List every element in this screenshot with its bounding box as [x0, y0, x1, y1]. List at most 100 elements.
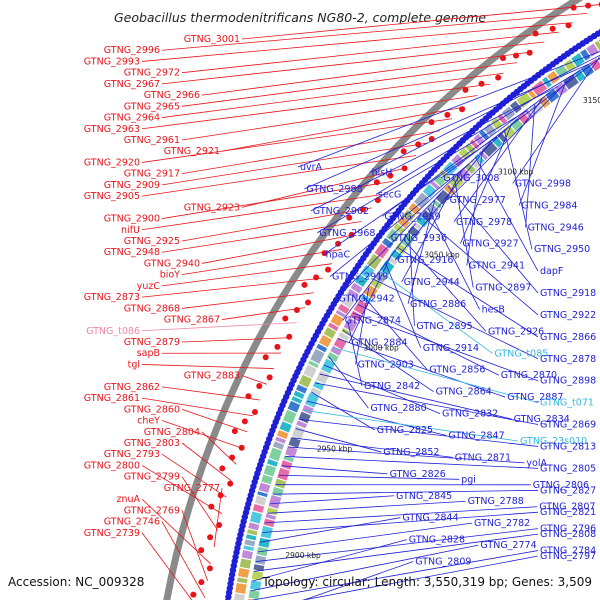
reverse-connector	[396, 246, 539, 338]
gene-block	[330, 313, 344, 327]
gene-block	[275, 436, 286, 444]
reverse-gene-label: hpaC	[326, 250, 351, 261]
gene-block	[258, 482, 271, 493]
scale-tick-label: 2900 kbp	[285, 551, 321, 560]
forward-connector	[141, 118, 453, 163]
forward-gene-label: GTNG_2873	[84, 292, 140, 303]
forward-gene-arrow	[231, 428, 238, 435]
reverse-gene-label: GTNG_2926	[488, 326, 544, 337]
forward-gene-label: GTNG_2921	[164, 146, 220, 157]
forward-gene-arrow	[198, 579, 205, 586]
reverse-gene-label: hesB	[482, 304, 505, 315]
gene-block	[574, 69, 586, 82]
forward-gene-arrow	[301, 281, 308, 288]
reverse-gene-label: GTNG_2950	[534, 244, 590, 255]
reverse-connector	[285, 456, 539, 469]
forward-gene-arrow	[549, 25, 556, 32]
forward-gene-label: GTNG_2860	[124, 404, 180, 415]
forward-gene-arrow	[282, 315, 289, 322]
gene-block	[413, 192, 430, 209]
reverse-connector	[348, 254, 392, 343]
reverse-connector	[260, 517, 401, 543]
reverse-connector	[379, 270, 493, 354]
forward-connector	[141, 397, 254, 417]
reverse-gene-label: GTNG_t071	[540, 398, 594, 409]
reverse-gene-label: GTNG_2806	[533, 480, 589, 491]
forward-connector	[161, 386, 260, 401]
forward-gene-arrow	[262, 354, 269, 361]
reverse-gene-label: GTNG_2774	[480, 540, 536, 551]
reverse-connector	[250, 544, 479, 592]
reverse-gene-label: GTNG_2807	[539, 502, 595, 513]
reverse-connector	[336, 193, 442, 299]
scale-tick-label: 3150 kbp	[583, 96, 600, 105]
forward-connector	[161, 263, 332, 287]
forward-gene-label: GTNG_2925	[124, 236, 180, 247]
reverse-gene-label: GTNG_2847	[448, 430, 504, 441]
forward-connector	[161, 521, 206, 598]
reverse-gene-label: GTNG_2813	[540, 441, 596, 452]
reverse-connector	[329, 164, 469, 277]
gene-block	[338, 332, 350, 342]
gene-block	[234, 593, 245, 600]
reverse-connector	[525, 104, 536, 228]
gene-block	[554, 64, 569, 79]
gene-block	[249, 511, 263, 524]
reverse-connector	[402, 238, 487, 332]
reverse-gene-label: GTNG_2936	[391, 233, 447, 244]
reverse-connector	[304, 63, 591, 190]
reverse-connector	[302, 561, 414, 600]
forward-gene-label: GTNG_2867	[164, 315, 220, 326]
reverse-connector	[355, 287, 370, 365]
forward-connector	[141, 364, 274, 369]
scale-tick-label: 2950 kbp	[317, 445, 353, 454]
reverse-gene-label: GTNG_2922	[540, 310, 596, 321]
gene-block	[321, 358, 336, 374]
gene-block	[474, 153, 485, 165]
forward-gene-arrow	[325, 266, 332, 273]
forward-gene-label: GTNG_2917	[124, 169, 180, 180]
reverse-gene-label: GTNG_2828	[409, 535, 465, 546]
forward-gene-label: cheY	[137, 416, 160, 427]
forward-connector	[161, 12, 588, 51]
forward-gene-label: yuzC	[137, 281, 161, 292]
reverse-connector	[394, 143, 491, 261]
forward-gene-arrow	[532, 30, 539, 37]
forward-gene-label: GTNG_2800	[84, 460, 140, 471]
reverse-connector	[363, 295, 428, 371]
forward-gene-label: GTNG_2777	[164, 483, 220, 494]
forward-gene-label: GTNG_2996	[104, 45, 160, 56]
forward-gene-arrow	[286, 333, 293, 340]
reverse-gene-label: GTNG_2842	[364, 381, 420, 392]
gene-block	[295, 384, 308, 394]
forward-gene-arrow	[274, 343, 281, 350]
gene-block	[287, 400, 301, 413]
gene-block	[318, 334, 332, 348]
reverse-gene-label: GTNG_2826	[390, 469, 446, 480]
forward-connector	[181, 292, 314, 309]
forward-gene-label: sapB	[137, 348, 160, 359]
gene-block	[435, 189, 451, 205]
reverse-connector	[375, 68, 583, 195]
forward-gene-label: GTNG_2746	[104, 517, 160, 528]
gene-block	[386, 228, 401, 243]
gene-block	[245, 534, 257, 541]
gene-block	[254, 555, 267, 565]
gene-block	[546, 70, 560, 85]
reverse-connector	[475, 157, 539, 272]
gene-block	[531, 80, 548, 96]
forward-gene-label: GTNG_2883	[184, 371, 240, 382]
gene-block	[509, 117, 524, 132]
forward-gene-label: GTNG_2940	[144, 258, 200, 269]
reverse-connector	[295, 428, 382, 453]
forward-gene-arrow	[245, 393, 252, 400]
forward-connector	[221, 307, 306, 320]
reverse-connector	[374, 279, 539, 360]
reverse-gene-label: GTNG_2998	[515, 178, 571, 189]
gene-block	[243, 545, 254, 551]
forward-gene-label: GTNG_2803	[124, 438, 180, 449]
reverse-gene-label: GTNG_2878	[540, 354, 596, 365]
forward-gene-arrow	[266, 374, 273, 381]
forward-connector	[181, 510, 209, 581]
